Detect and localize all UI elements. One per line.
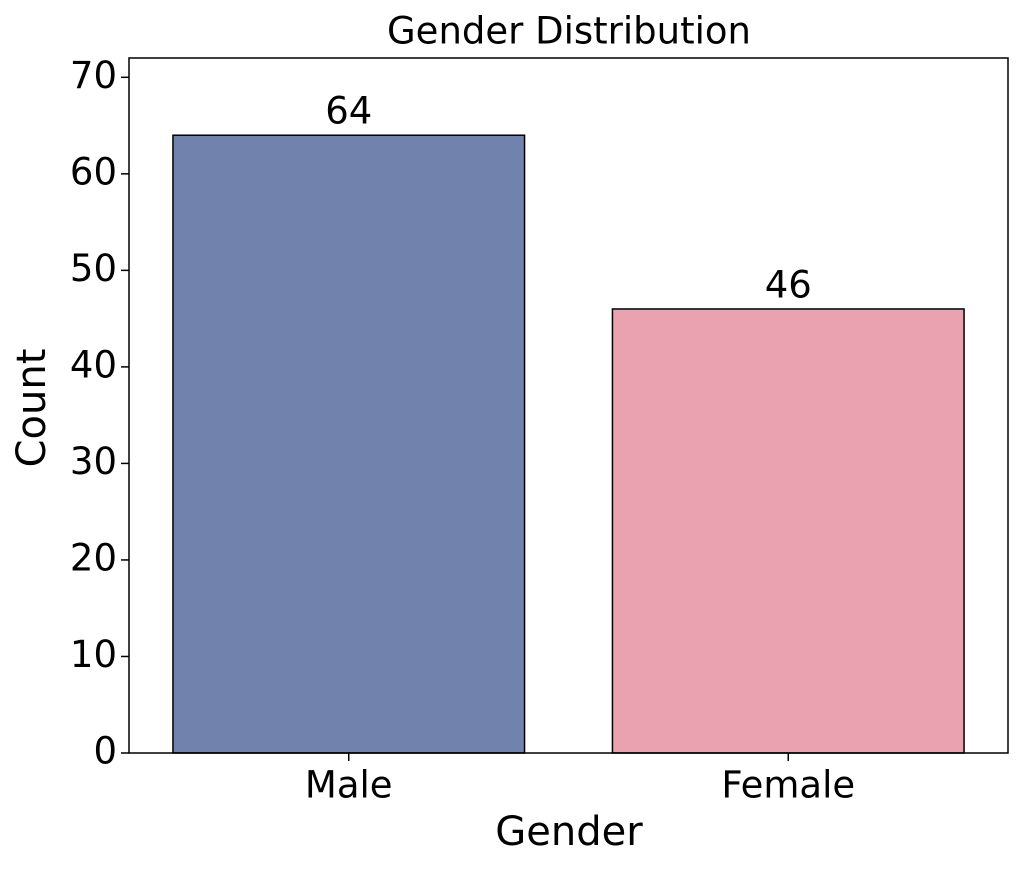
x-axis-label: Gender — [495, 809, 643, 855]
y-tick-label: 60 — [70, 150, 117, 193]
bar — [611, 308, 965, 754]
y-tick-label: 10 — [70, 633, 117, 676]
x-tick-label: Male — [305, 764, 393, 807]
y-tick-label: 30 — [70, 440, 117, 483]
y-tick-label: 40 — [70, 343, 117, 386]
value-label: 46 — [765, 263, 812, 306]
x-tick-label: Female — [721, 764, 855, 807]
chart-title: Gender Distribution — [387, 10, 751, 53]
value-label: 64 — [325, 90, 372, 133]
y-tick-label: 50 — [70, 247, 117, 290]
plot-frame — [128, 57, 1009, 754]
y-tick-label: 20 — [70, 536, 117, 579]
y-tick-label: 70 — [70, 54, 117, 97]
bar — [172, 134, 526, 754]
y-axis-label: Count — [9, 349, 55, 468]
y-tick-label: 0 — [93, 730, 117, 773]
